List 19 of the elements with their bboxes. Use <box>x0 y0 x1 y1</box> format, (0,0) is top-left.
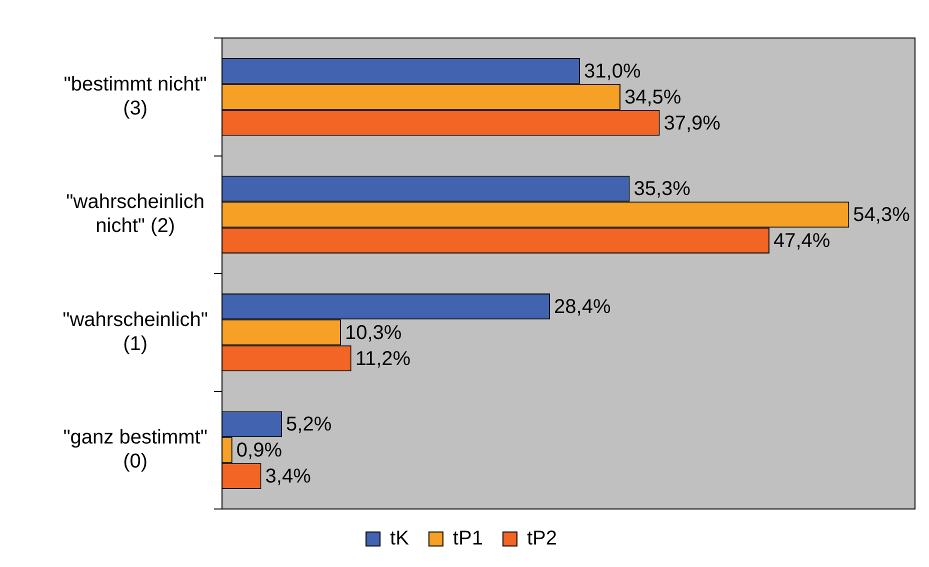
legend-label: tK <box>390 528 410 550</box>
data-label: 37,9% <box>664 112 721 134</box>
y-tick-label: "wahrscheinlich" (1) <box>62 308 208 355</box>
data-label: 5,2% <box>286 414 332 436</box>
legend-label: tP1 <box>452 528 483 550</box>
data-label: 10,3% <box>344 322 402 344</box>
data-label: 3,4% <box>265 466 312 488</box>
data-label: 34,5% <box>624 86 682 108</box>
y-tick-label: "ganz bestimmt" (0) <box>63 426 208 473</box>
legend-label: tP2 <box>526 528 557 550</box>
y-tick-label: "bestimmt nicht" (3) <box>64 73 207 120</box>
data-label: 28,4% <box>554 296 611 318</box>
data-label: 47,4% <box>773 230 830 252</box>
data-label: 54,3% <box>853 204 910 226</box>
data-label: 11,2% <box>355 348 411 370</box>
data-label: 35,3% <box>634 178 691 200</box>
y-tick-label: "wahrscheinlich nicht" (2) <box>66 191 204 238</box>
data-label: 0,9% <box>236 440 282 462</box>
data-label: 31,0% <box>584 60 641 82</box>
